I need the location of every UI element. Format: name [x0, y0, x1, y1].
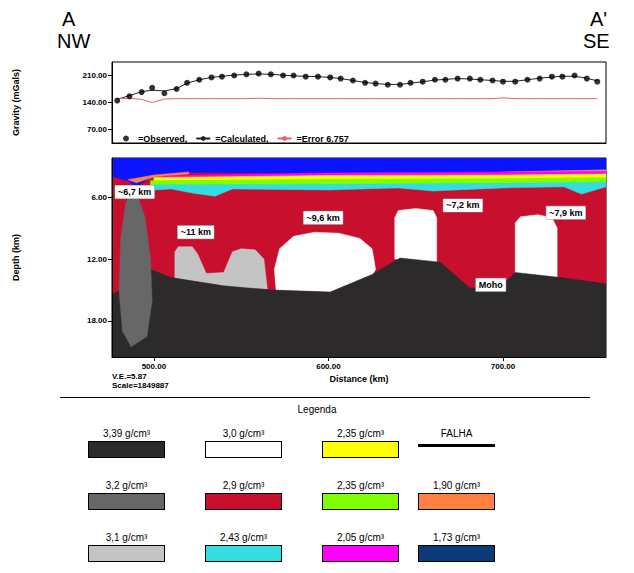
- svg-text:18.00: 18.00: [87, 316, 108, 325]
- html-text:Legenda: Legenda: [297, 404, 337, 415]
- svg-text:210.00: 210.00: [83, 71, 108, 80]
- svg-text:~6,7 km: ~6,7 km: [118, 187, 151, 197]
- svg-text:500.00: 500.00: [142, 362, 167, 371]
- svg-text:=Calculated,: =Calculated,: [215, 134, 268, 144]
- svg-text:600.00: 600.00: [316, 362, 341, 371]
- svg-text:700.00: 700.00: [491, 362, 516, 371]
- svg-text:Scale=1849887: Scale=1849887: [112, 381, 169, 390]
- html-text:NW: NW: [57, 30, 91, 52]
- svg-text:140.00: 140.00: [83, 98, 108, 107]
- html-text:2,05 g/cm³: 2,05 g/cm³: [336, 532, 385, 543]
- svg-text:~11 km: ~11 km: [181, 227, 211, 237]
- html-text:3,39 g/cm³: 3,39 g/cm³: [102, 428, 151, 439]
- html-text:2,35 g/cm³: 2,35 g/cm³: [336, 428, 385, 439]
- html-text:3,2 g/cm³: 3,2 g/cm³: [105, 480, 148, 491]
- svg-text:=Observed,: =Observed,: [138, 134, 187, 144]
- svg-text:Depth (km): Depth (km): [11, 234, 21, 281]
- html-text:2,35 g/cm³: 2,35 g/cm³: [336, 480, 385, 491]
- html-text:SE: SE: [583, 30, 610, 52]
- svg-text:6.00: 6.00: [91, 193, 107, 202]
- svg-text:12.00: 12.00: [87, 255, 108, 264]
- svg-text:~7,9 km: ~7,9 km: [549, 208, 582, 218]
- svg-text:~9,6 km: ~9,6 km: [307, 213, 340, 223]
- html-text:A': A': [590, 8, 608, 30]
- html-text:1,73 g/cm³: 1,73 g/cm³: [432, 532, 481, 543]
- html-text:1,90 g/cm³: 1,90 g/cm³: [432, 480, 481, 491]
- html-text:FALHA: FALHA: [440, 428, 473, 439]
- svg-text:Gravity (mGals): Gravity (mGals): [11, 69, 21, 136]
- html-text:3,1 g/cm³: 3,1 g/cm³: [105, 532, 148, 543]
- svg-text:Moho: Moho: [479, 280, 503, 290]
- html-text:2,9 g/cm³: 2,9 g/cm³: [222, 480, 265, 491]
- svg-text:Distance (km): Distance (km): [329, 374, 388, 384]
- html-text:A: A: [62, 8, 76, 30]
- svg-text:70.00: 70.00: [87, 125, 108, 134]
- svg-text:~7,2 km: ~7,2 km: [446, 200, 479, 210]
- html-text:3,0 g/cm³: 3,0 g/cm³: [222, 428, 265, 439]
- svg-text:V.E.=5.87: V.E.=5.87: [112, 372, 147, 381]
- html-text:2,43 g/cm³: 2,43 g/cm³: [219, 532, 268, 543]
- svg-text:=Error 6.757: =Error 6.757: [297, 134, 349, 144]
